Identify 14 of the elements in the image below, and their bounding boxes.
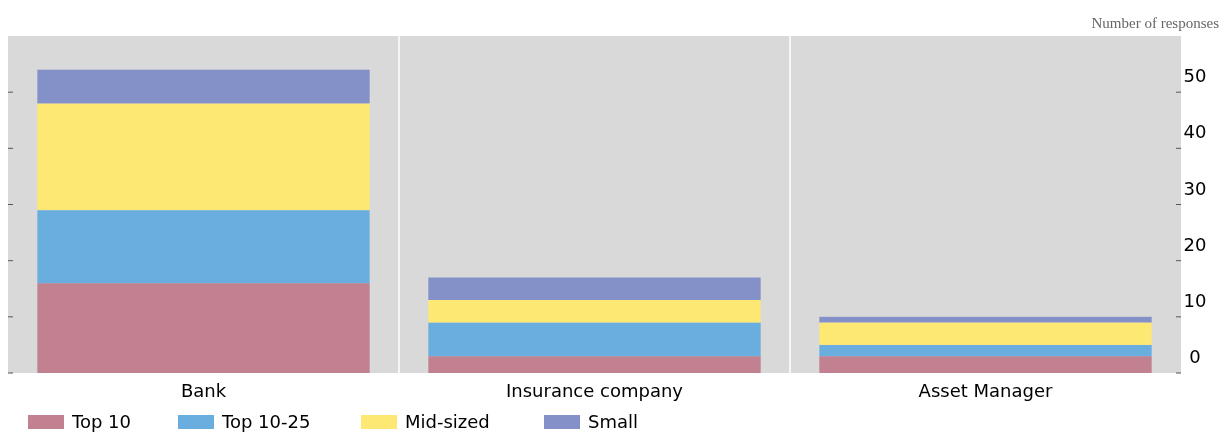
legend-label: Top 10	[71, 411, 132, 432]
legend-label: Small	[588, 411, 638, 432]
y-axis-title: Number of responses	[1091, 15, 1220, 31]
y-tick-label: 50	[1183, 65, 1207, 87]
y-tick-label: 30	[1183, 177, 1207, 199]
y-tick-label: 10	[1183, 289, 1207, 311]
legend-label: Mid-sized	[405, 411, 490, 432]
legend-label: Top 10-25	[221, 411, 311, 432]
x-tick-label: Asset Manager	[918, 380, 1054, 401]
y-tick-label: 20	[1183, 233, 1207, 255]
y-tick-label: 40	[1183, 121, 1207, 143]
y-tick-label: 0	[1189, 346, 1201, 368]
x-tick-label: Insurance company	[506, 380, 684, 401]
x-tick-label: Bank	[180, 380, 227, 401]
